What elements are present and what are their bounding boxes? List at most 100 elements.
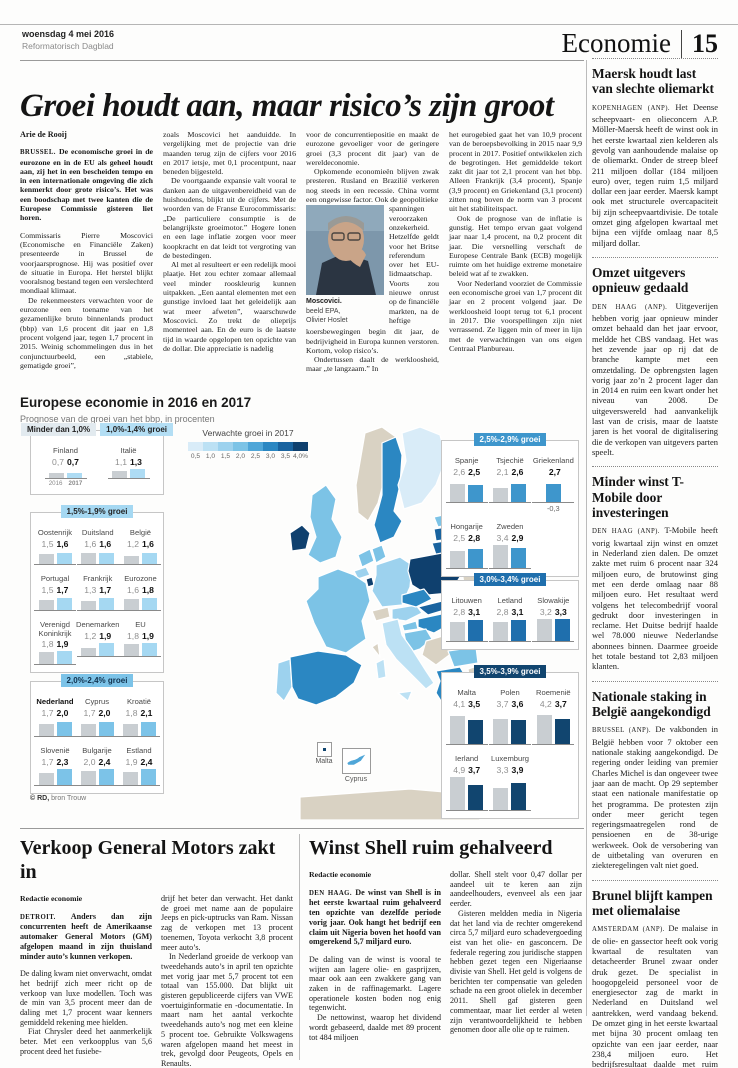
country-mini-chart: Hongarije 2,5 2,8 bbox=[445, 522, 488, 569]
dateline: DEN HAAG. bbox=[309, 889, 356, 897]
country-name: Eurozone bbox=[124, 574, 157, 583]
shell-columns: Redactie economie DEN HAAG. De winst van … bbox=[309, 870, 585, 1046]
value-2016: 2,1 bbox=[496, 467, 509, 477]
sidebar-brief-3: Minder winst T-Mobile door investeringen… bbox=[592, 466, 718, 680]
moscovici-photo-image bbox=[306, 205, 384, 296]
legend-tick: 3,5 bbox=[280, 453, 291, 460]
legend-swatch bbox=[188, 442, 203, 451]
infographic-title: Europese economie in 2016 en 2017 bbox=[20, 395, 252, 410]
country-values: 1,7 2,0 bbox=[76, 708, 118, 718]
value-2016: 1,9 bbox=[125, 757, 138, 767]
article-intro: DEN HAAG. De winst van Shell is in het e… bbox=[309, 887, 441, 947]
article-paragraph: Gisteren meldden media in Nigeria dat he… bbox=[450, 908, 582, 1035]
bar-2017 bbox=[468, 549, 484, 568]
country-values: 3,2 3,3 bbox=[532, 607, 575, 617]
map-sweden bbox=[373, 436, 403, 544]
mini-bars bbox=[532, 478, 575, 503]
map-finland bbox=[397, 426, 447, 510]
value-2017: 3,3 bbox=[554, 607, 567, 617]
country-values: 1,2 1,6 bbox=[119, 539, 161, 549]
bar-2017 bbox=[56, 769, 72, 785]
country-values: 2,6 2,5 bbox=[445, 467, 488, 477]
country-values: 1,5 1,7 bbox=[34, 585, 76, 595]
value-2017: 3,7 bbox=[468, 765, 481, 775]
bar-2017 bbox=[511, 720, 527, 744]
bar-2016 bbox=[450, 551, 466, 568]
mini-bars bbox=[34, 768, 76, 786]
value-2016: 1,8 bbox=[41, 639, 54, 650]
bar-2016 bbox=[493, 719, 509, 744]
group-chips: 3,0%-3,4% groei bbox=[442, 573, 578, 586]
edition-date: woensdag 4 mei 2016 bbox=[22, 29, 115, 39]
country-name: Spanje bbox=[454, 456, 479, 465]
country-values: 4,2 3,7 bbox=[532, 699, 575, 709]
article-paragraph: De rekenmeesters verwachten voor de euro… bbox=[20, 295, 153, 370]
credit-source-bold: © RD, bbox=[30, 795, 50, 802]
article-paragraph: Ondertussen daalt de werkloosheid, maar … bbox=[306, 355, 439, 374]
country-name: Kroatië bbox=[126, 697, 152, 706]
value-2016: 2,0 bbox=[83, 757, 96, 767]
bottom-column-1: Redactie economie DEN HAAG. De winst van … bbox=[309, 870, 441, 1046]
mini-bars bbox=[488, 710, 531, 745]
group-label-chip: 1,0%-1,4% groei bbox=[100, 423, 174, 436]
brief-headline: Minder winst T-Mobile door investeringen bbox=[592, 474, 685, 521]
value-2017: 2,5 bbox=[468, 467, 481, 477]
dateline: KOPENHAGEN (ANP). bbox=[592, 104, 676, 112]
brief-headline: Maersk houdt last van slechte oliemarkt bbox=[592, 66, 714, 97]
ig-box-f: 3,5%-3,9% groei Malta 4,1 3,5 Polen 3,7 3,6 Roe… bbox=[441, 665, 579, 819]
country-mini-chart: Duitsland 1,6 1,6 bbox=[76, 528, 119, 565]
bar-2017 bbox=[511, 548, 527, 568]
bar-2017 bbox=[140, 722, 156, 736]
country-values: 3,7 3,6 bbox=[488, 699, 531, 709]
section-title: Economie bbox=[561, 28, 671, 58]
country-values: 2,1 2,6 bbox=[488, 467, 531, 477]
article-paragraph: Voor Nederland voorziet de Commissie een… bbox=[449, 278, 582, 353]
bar-2016 bbox=[80, 724, 96, 736]
country-values: 2,5 2,8 bbox=[445, 533, 488, 543]
mini-bars bbox=[118, 768, 160, 786]
country-grid: Litouwen 2,8 3,1 Letland 2,8 3,1 Slowakije 3,2 3… bbox=[445, 596, 575, 642]
country-name: Roemenië bbox=[536, 688, 571, 697]
country-mini-chart: Tsjechië 2,1 2,6 bbox=[488, 456, 531, 513]
year-labels: 2016 2017 bbox=[34, 480, 97, 487]
country-name: Nederland bbox=[36, 697, 74, 706]
credit-source: bron Trouw bbox=[51, 795, 87, 802]
article-paragraph: spanningen veroorzaken onzekerheid. Hetz… bbox=[389, 204, 439, 325]
country-mini-chart: EU 1,8 1,9 bbox=[119, 620, 162, 665]
bar-2017 bbox=[511, 484, 527, 502]
mini-bars bbox=[488, 544, 531, 569]
article-paragraph: zoals Moscovici het aanduidde. In vergel… bbox=[163, 130, 296, 177]
infographic-subtitle: Prognose van de groei van het bbp, in pr… bbox=[20, 414, 215, 424]
value-2017: 3,9 bbox=[511, 765, 524, 775]
map-austria bbox=[391, 604, 423, 622]
bar-2017 bbox=[554, 619, 570, 641]
paper-name: Reformatorisch Dagblad bbox=[22, 41, 114, 51]
mini-bars bbox=[119, 642, 162, 657]
map-italy bbox=[381, 618, 435, 690]
value-2017: 1,9 bbox=[56, 639, 69, 650]
country-values: 3,3 3,9 bbox=[488, 765, 531, 775]
value-2017: 3,1 bbox=[511, 607, 524, 617]
mini-bars bbox=[34, 719, 76, 737]
bar-2016 bbox=[536, 715, 552, 744]
country-name: Hongarije bbox=[450, 522, 483, 531]
country-mini-chart: Letland 2,8 3,1 bbox=[488, 596, 531, 642]
bar-2016 bbox=[122, 724, 138, 736]
mini-bars bbox=[445, 710, 488, 745]
value-2016: 1,7 bbox=[41, 708, 54, 718]
legend-ticks: 0,5 1,0 1,5 2,0 2,5 3,0 3,5 4,0% bbox=[183, 453, 313, 460]
value-2017: 2,4 bbox=[140, 757, 153, 767]
map-uk bbox=[307, 484, 343, 564]
country-values: 2,0 2,4 bbox=[76, 757, 118, 767]
value-2016: 1,8 bbox=[125, 708, 138, 718]
value-2016: 1,3 bbox=[84, 585, 97, 595]
dateline: DETROIT. bbox=[20, 913, 71, 921]
country-name: Portugal bbox=[40, 574, 70, 583]
value-2016: 2,5 bbox=[453, 533, 466, 543]
value-2017: 1,6 bbox=[99, 539, 112, 549]
map-france bbox=[305, 568, 371, 654]
country-mini-chart: Frankrijk 1,3 1,7 bbox=[76, 574, 119, 611]
group-chips: Minder dan 1,0% 1,0%-1,4% groei bbox=[20, 423, 174, 436]
country-mini-chart: Zweden 3,4 2,9 bbox=[488, 522, 531, 569]
bar-2016 bbox=[123, 644, 139, 656]
